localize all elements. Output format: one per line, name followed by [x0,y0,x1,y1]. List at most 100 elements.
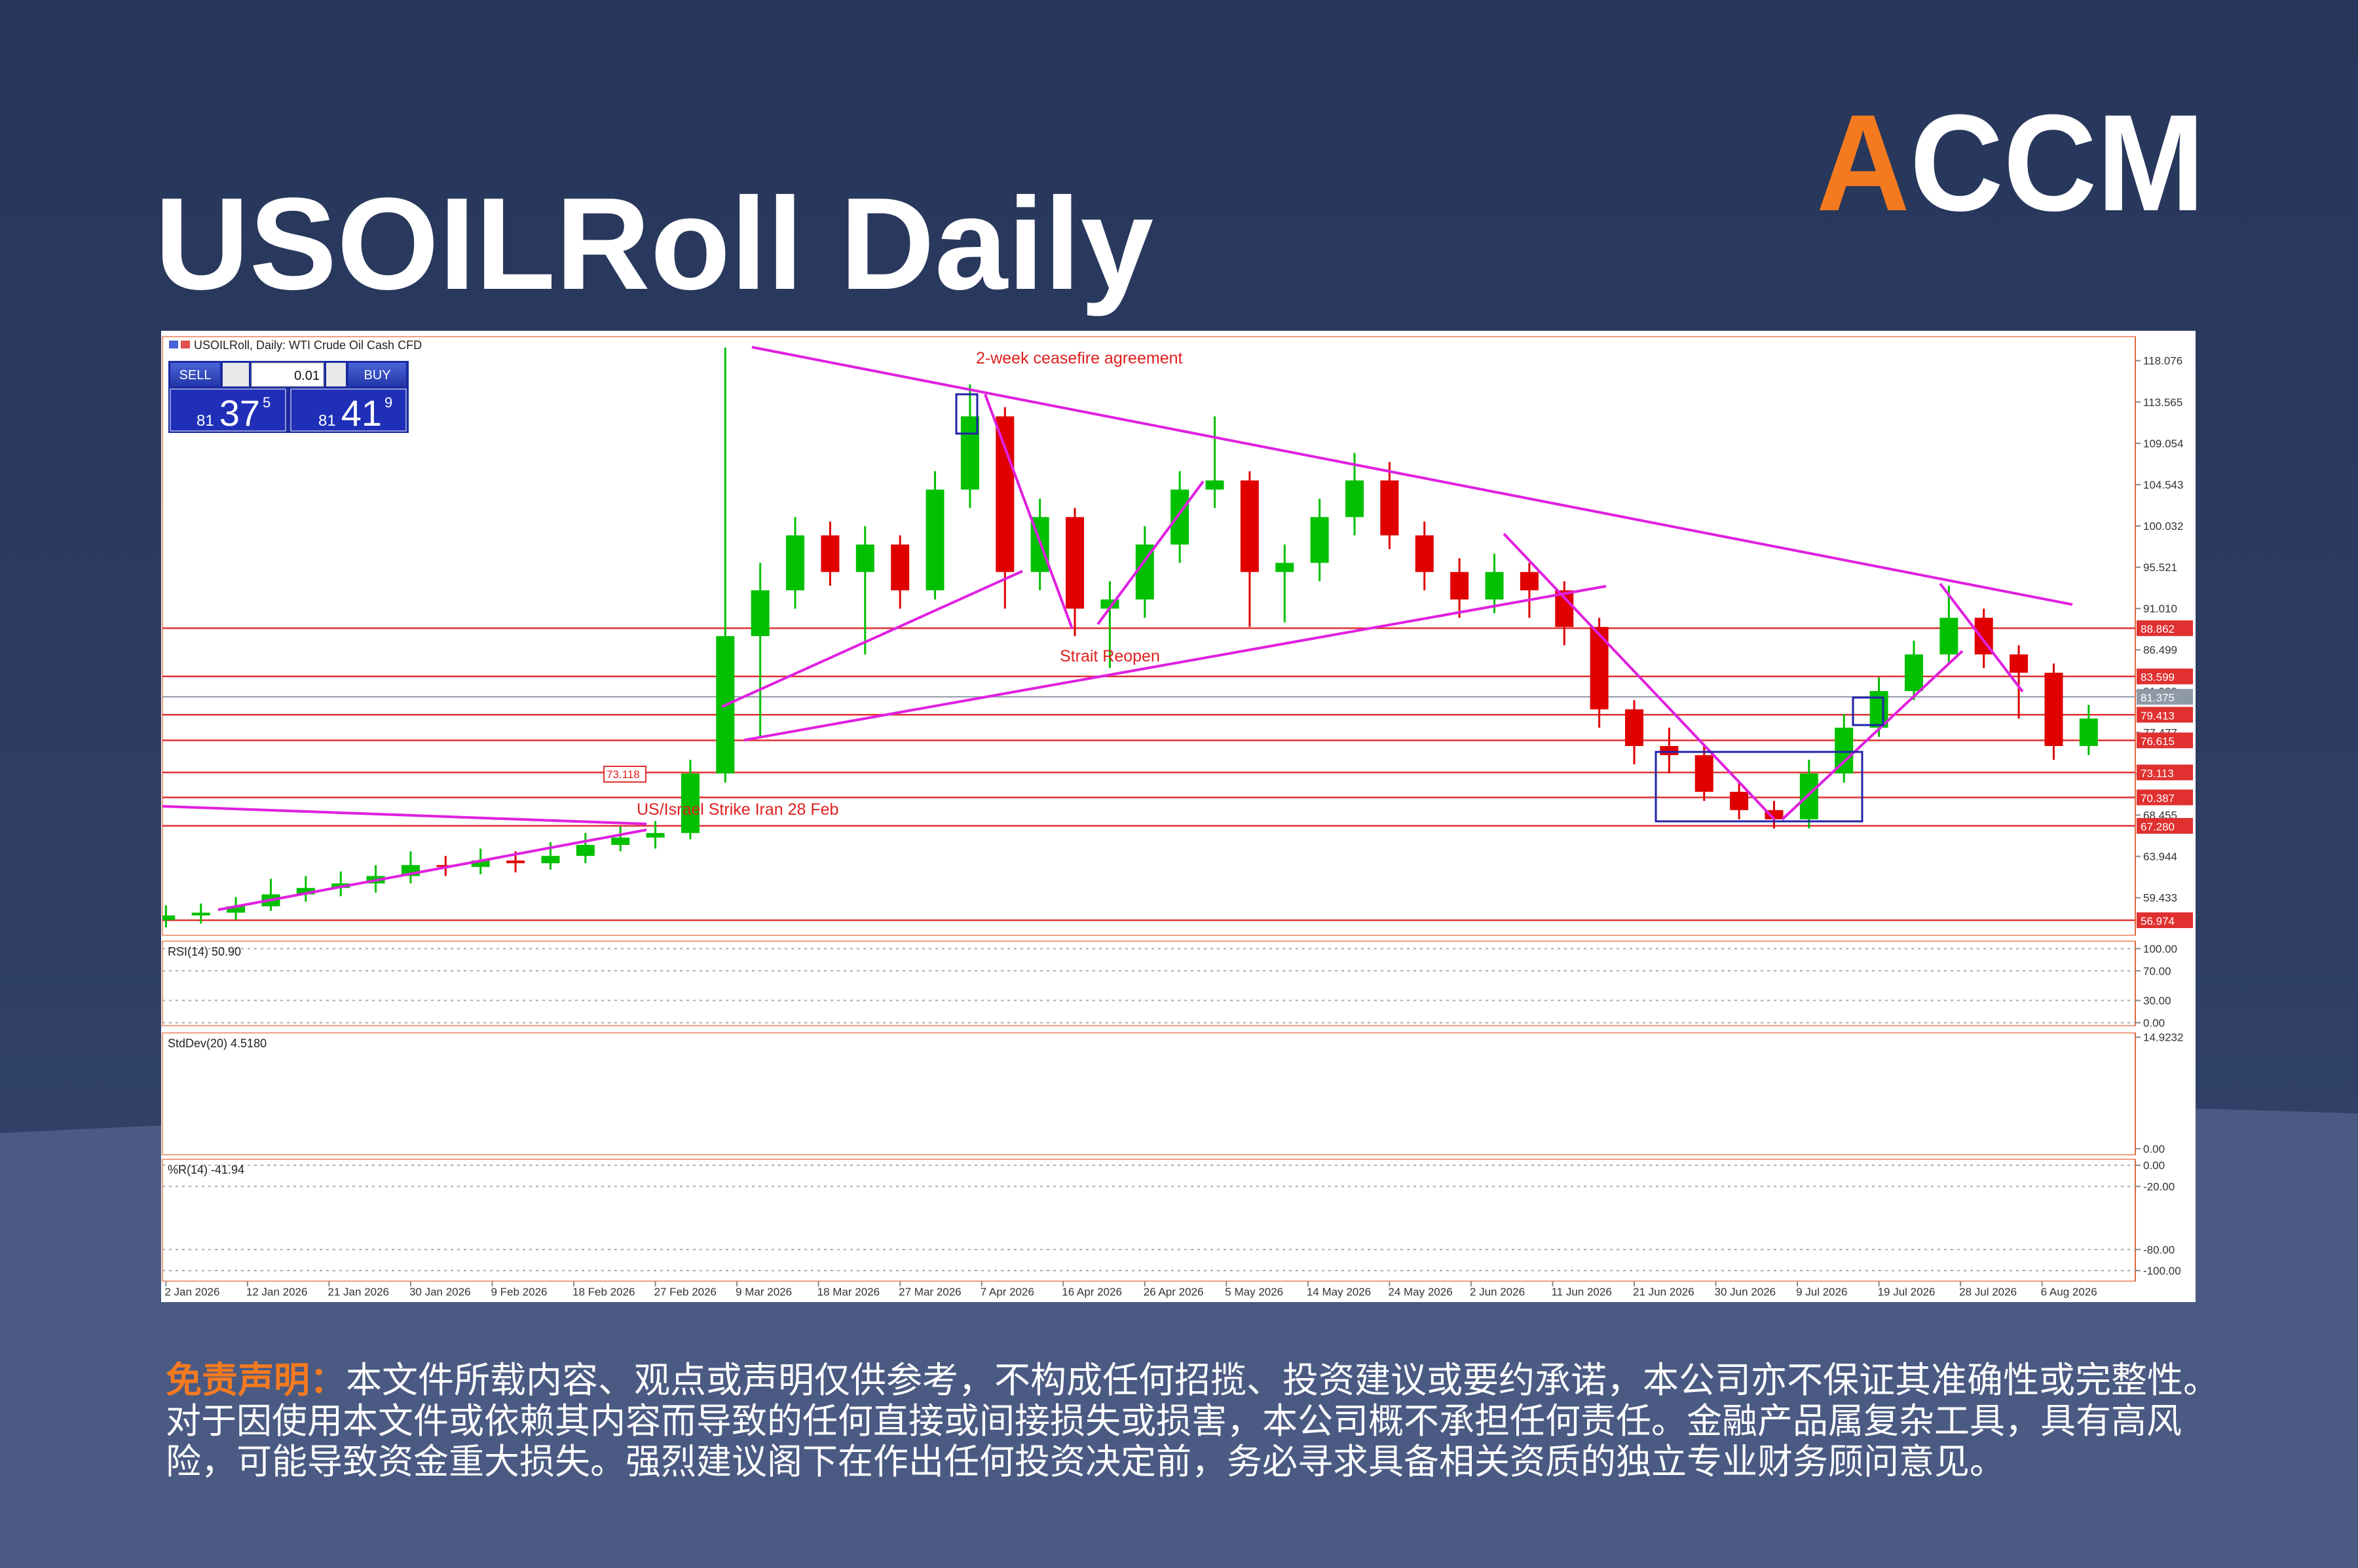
candle-body [1240,480,1259,572]
buy-price-box[interactable] [290,388,407,432]
x-tick-label: 19 Jul 2026 [1878,1286,1936,1298]
y-tick-label: 59.433 [2143,892,2177,905]
y-tick-label: 86.499 [2143,644,2177,656]
candle-body [1310,517,1329,563]
annotation-box [603,766,646,783]
level-tag [2137,789,2193,806]
x-tick-label: 18 Feb 2026 [572,1286,635,1298]
x-tick-label: 18 Mar 2026 [817,1286,880,1298]
candle-body [1939,618,1958,655]
candle-body [1170,489,1189,545]
y-tick-label: 91.010 [2143,603,2177,615]
candle-body [541,855,560,863]
y-tick-label: 104.543 [2143,479,2183,491]
y-tick-label: 63.944 [2143,851,2177,863]
y-tick-label: 14.9232 [2143,1032,2183,1044]
price-small: 5 [263,394,271,411]
candle-body [2010,654,2029,673]
candle-body [855,544,874,572]
buy-label: BUY [364,368,390,383]
price-main: 37 [219,392,260,434]
candle-body [1694,755,1713,792]
trend-line [162,805,647,825]
x-tick-label: 2 Jun 2026 [1470,1286,1525,1298]
sell-price-box[interactable] [170,388,286,432]
candle-body [576,844,595,856]
disclaimer: 免责声明：本文件所载内容、观点或声明仅供参考，不构成任何招揽、投资建议或要约承诺… [166,1359,2219,1482]
level-label: 70.387 [2141,792,2175,804]
level-tag [2137,912,2193,929]
buy-price: 81 41 9 [318,392,392,434]
trend-line [984,394,1074,629]
lot-input[interactable] [251,362,324,387]
x-tick-label: 21 Jan 2026 [328,1286,389,1298]
annotation: 73.118 [607,768,640,781]
disclaimer-label: 免责声明： [166,1359,346,1401]
current-price-label: 81.375 [2141,692,2175,704]
trend-line [743,585,1607,741]
level-tag [2137,620,2193,637]
annotation: 2-week ceasefire agreement [976,349,1182,367]
lot-down[interactable] [223,363,249,386]
disclaimer-text: 本文件所载内容、观点或声明仅供参考，不构成任何招揽、投资建议或要约承诺，本公司亦… [346,1359,2219,1401]
x-tick-label: 27 Feb 2026 [654,1286,717,1298]
lot-up[interactable] [326,363,346,386]
candle-body [1345,480,1364,517]
candle-body [1415,535,1434,572]
logo-accent: A [1816,86,1910,240]
pane-title: %R(14) -41.94 [168,1163,244,1176]
buy-button[interactable] [348,363,406,386]
candle-body [1066,517,1085,609]
candle-body [1660,745,1679,755]
y-tick-label: -20.00 [2143,1180,2175,1193]
price-main: 41 [341,392,382,434]
candle-body [1380,480,1399,536]
annotation: US/Israel Strike Iran 28 Feb [637,800,838,819]
level-label: 73.113 [2141,767,2174,779]
candle-body [611,837,630,845]
trade-panel: SELL 0.01 BUY 81 37 5 81 41 9 [168,361,409,434]
disclaimer-line: 对于因使用本文件或依赖其内容而导致的任何直接或间接损失或损害，本公司概不承担任何… [166,1400,2182,1442]
trend-line [1781,650,1964,821]
sell-button[interactable] [170,363,220,386]
range-box [1655,751,1863,823]
candle-body [891,544,910,591]
pane-title: RSI(14) 50.90 [168,945,241,958]
y-tick-label: 100.00 [2143,943,2177,955]
candle-body [1485,572,1504,600]
plot-layer [162,336,2141,1286]
logo: ACCM [1816,86,2205,240]
page-title: USOILRoll Daily [155,171,1153,317]
y-tick-label: 109.054 [2143,438,2183,450]
candle-body [1624,709,1643,746]
x-tick-label: 28 Jul 2026 [1959,1286,2017,1298]
candle-body [821,535,840,572]
current-price-tag [2137,688,2193,705]
x-tick-label: 2 Jan 2026 [164,1286,219,1298]
x-tick-label: 6 Aug 2026 [2041,1286,2097,1298]
y-tick-label: 113.565 [2143,396,2182,409]
level-label: 67.280 [2141,821,2175,833]
level-label: 88.862 [2141,623,2175,635]
x-tick-label: 21 Jun 2026 [1633,1286,1694,1298]
x-tick-label: 30 Jan 2026 [409,1286,471,1298]
x-tick-label: 16 Apr 2026 [1062,1286,1122,1298]
level-tag [2137,817,2193,834]
candle-body [1904,654,1923,692]
candle-body [1450,572,1469,600]
level-label: 76.615 [2141,735,2175,747]
chart-header: USOILRoll, Daily: WTI Crude Oil Cash CFD [169,339,422,352]
annotation: Strait Reopen [1060,647,1160,665]
candle-body [1799,773,1818,819]
level-tag [2137,732,2193,749]
candle-body [646,832,665,838]
y-tick-label: 0.00 [2143,1159,2165,1172]
price-small: 9 [384,394,392,411]
logo-rest: CCM [1910,86,2205,240]
label-layer: 118.076 113.565 109.054 104.543 100.032 95.52… [164,349,2193,1298]
candle-body [681,773,700,833]
price-big: 81 [318,412,336,430]
pane-title: StdDev(20) 4.5180 [168,1037,267,1050]
